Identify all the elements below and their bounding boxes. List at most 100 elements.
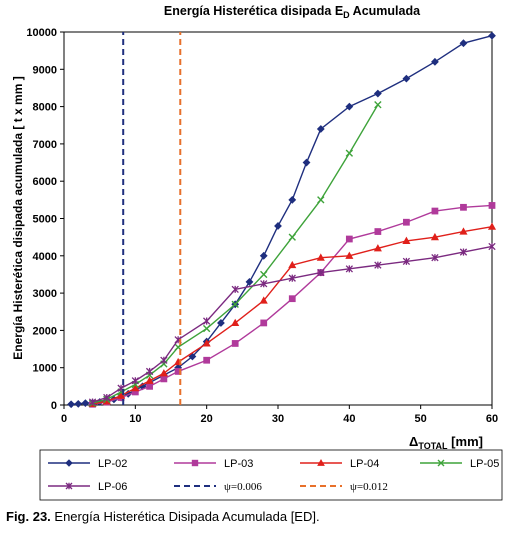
y-tick-label: 5000 bbox=[33, 214, 57, 226]
data-point bbox=[374, 261, 382, 269]
data-point bbox=[188, 352, 197, 361]
x-axis-label-main: Δ bbox=[409, 434, 418, 449]
figure-caption-label: Fig. 23. bbox=[6, 509, 51, 524]
data-point bbox=[88, 398, 97, 406]
y-axis: 0 1000 2000 3000 4000 5000 6000 7000 8000 9000 100… bbox=[26, 27, 64, 412]
legend-label: LP-05 bbox=[470, 458, 499, 470]
data-point bbox=[159, 369, 168, 377]
data-point bbox=[345, 235, 353, 243]
x-tick-label: 30 bbox=[272, 413, 284, 425]
data-point bbox=[431, 57, 439, 66]
data-point bbox=[488, 202, 496, 209]
data-point bbox=[345, 265, 353, 273]
x-tick-label: 10 bbox=[129, 413, 141, 425]
series-line bbox=[71, 35, 493, 405]
data-point bbox=[345, 102, 354, 111]
data-point bbox=[288, 260, 297, 269]
legend bbox=[39, 449, 503, 501]
legend-item: LP-06 bbox=[48, 481, 127, 493]
legend-label: LP-06 bbox=[98, 481, 127, 493]
data-point bbox=[488, 242, 496, 251]
y-tick-label: 6000 bbox=[33, 176, 57, 188]
data-point bbox=[345, 149, 354, 157]
data-point bbox=[373, 244, 382, 252]
data-point bbox=[191, 459, 199, 467]
data-point bbox=[74, 399, 83, 408]
data-point bbox=[459, 227, 468, 235]
legend-label: LP-02 bbox=[98, 458, 127, 470]
data-point bbox=[65, 459, 73, 467]
data-point bbox=[217, 319, 225, 327]
data-point bbox=[317, 196, 325, 204]
x-tick-label: 50 bbox=[415, 413, 427, 425]
figure-caption: Fig. 23. Energía Histerética Disipada Ac… bbox=[6, 509, 320, 524]
y-axis-label: Energía Histerética disipada acumulada [… bbox=[11, 76, 25, 359]
legend-label: ψ=0.012 bbox=[350, 481, 388, 493]
data-point bbox=[402, 74, 411, 83]
chart-title-main: Energía Histerética disipada E bbox=[164, 4, 343, 18]
data-point bbox=[403, 218, 410, 226]
figure-caption-text: Energía Histerética Disipada Acumulada [… bbox=[50, 509, 320, 524]
data-point bbox=[117, 391, 126, 399]
legend-label: LP-04 bbox=[350, 458, 379, 470]
legend-item: ψ=0.012 bbox=[300, 481, 388, 493]
data-point bbox=[231, 285, 239, 294]
data-point bbox=[316, 125, 325, 133]
x-axis-label: ΔTOTAL [mm] bbox=[409, 434, 483, 451]
data-point bbox=[259, 296, 268, 304]
data-point bbox=[245, 278, 254, 286]
legend-item: ψ=0.006 bbox=[174, 481, 262, 493]
data-point bbox=[431, 254, 439, 262]
legend-item: LP-02 bbox=[48, 458, 127, 470]
y-tick-label: 2000 bbox=[33, 325, 57, 337]
data-point bbox=[374, 228, 382, 235]
data-point bbox=[459, 248, 468, 256]
data-point bbox=[103, 393, 111, 402]
data-point bbox=[288, 274, 296, 282]
data-point bbox=[402, 236, 411, 244]
data-point bbox=[316, 253, 325, 261]
legend-item: LP-03 bbox=[174, 458, 253, 470]
x-tick-label: 60 bbox=[486, 413, 498, 425]
data-point bbox=[231, 300, 239, 308]
y-tick-label: 4000 bbox=[33, 251, 57, 263]
x-axis-label-sub: TOTAL bbox=[418, 441, 448, 451]
data-point bbox=[67, 400, 76, 409]
series-LP-02 bbox=[67, 31, 496, 409]
data-point bbox=[460, 203, 467, 211]
x-axis-label-end: [mm] bbox=[448, 434, 483, 449]
data-point bbox=[146, 382, 153, 390]
y-tick-label: 8000 bbox=[33, 102, 57, 114]
data-point bbox=[131, 377, 139, 385]
data-point bbox=[145, 367, 154, 376]
y-tick-label: 0 bbox=[51, 400, 57, 412]
data-point bbox=[160, 375, 168, 383]
data-point bbox=[288, 233, 296, 241]
data-point bbox=[288, 295, 296, 303]
x-tick-label: 40 bbox=[343, 413, 355, 425]
data-point bbox=[374, 101, 382, 109]
data-point bbox=[65, 482, 73, 490]
legend-label: ψ=0.006 bbox=[224, 481, 262, 493]
data-point bbox=[231, 318, 240, 326]
data-point bbox=[373, 89, 382, 98]
data-point bbox=[260, 280, 268, 288]
data-point bbox=[202, 324, 211, 333]
legend-item: LP-05 bbox=[420, 458, 499, 470]
data-point bbox=[288, 195, 297, 204]
series-line bbox=[92, 104, 379, 404]
data-point bbox=[274, 222, 282, 230]
x-tick-label: 20 bbox=[201, 413, 213, 425]
data-point bbox=[431, 207, 439, 215]
chart-title: Energía Histerética disipada ED Acumulad… bbox=[164, 4, 421, 20]
data-point bbox=[231, 340, 239, 347]
legend-label: LP-03 bbox=[224, 458, 253, 470]
data-point bbox=[203, 317, 211, 325]
data-point bbox=[302, 158, 311, 167]
chart-title-end: Acumulada bbox=[350, 4, 421, 18]
x-tick-label: 0 bbox=[61, 413, 67, 425]
data-point bbox=[260, 319, 268, 327]
y-tick-label: 7000 bbox=[33, 139, 57, 151]
data-point bbox=[437, 459, 445, 467]
